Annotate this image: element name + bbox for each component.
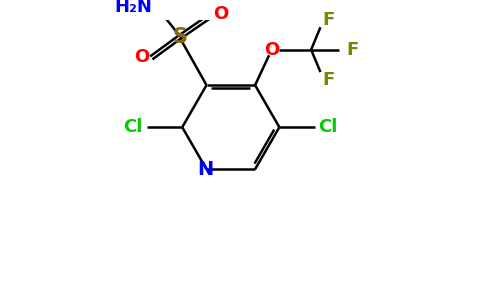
Text: Cl: Cl <box>123 118 143 136</box>
Text: F: F <box>322 11 334 29</box>
Text: Cl: Cl <box>318 118 338 136</box>
Text: H₂N: H₂N <box>114 0 152 16</box>
Text: F: F <box>347 41 359 59</box>
Text: F: F <box>322 70 334 88</box>
Text: O: O <box>213 5 228 23</box>
Text: O: O <box>264 41 280 59</box>
Text: S: S <box>173 27 188 46</box>
Text: N: N <box>197 160 214 179</box>
Text: O: O <box>134 48 150 66</box>
